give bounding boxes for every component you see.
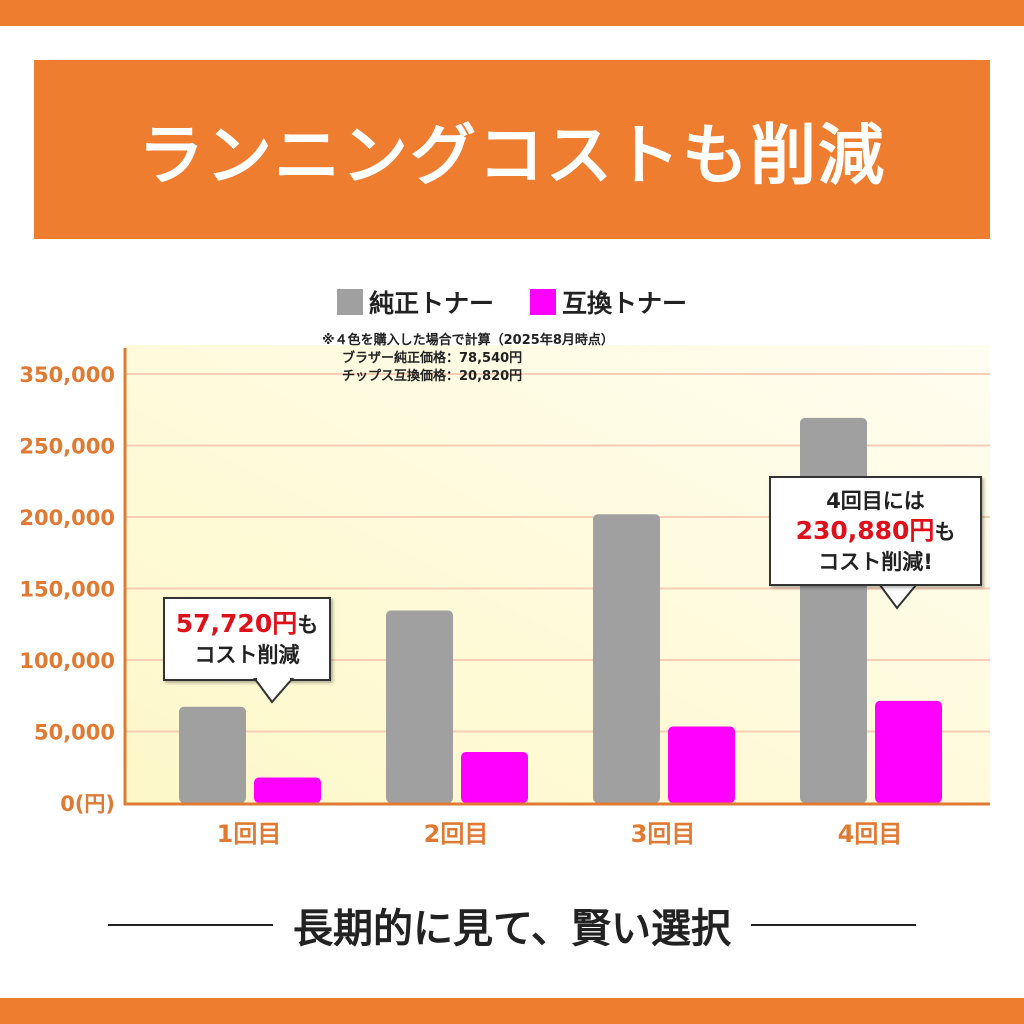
savings-amount: 57,720円 [175, 609, 298, 638]
divider [751, 924, 916, 926]
legend-item-compatible: 互換トナー [530, 284, 687, 320]
bar-genuine [179, 706, 246, 803]
callout-text: 4回目には [826, 489, 925, 513]
calculation-note: ※４色を購入した場合で計算（2025年8月時点） ブラザー純正価格：78,540円… [322, 332, 614, 386]
bar-compatible [254, 777, 321, 803]
legend-label: 互換トナー [562, 289, 688, 318]
callout-savings-1: 57,720円も コスト削減 [163, 597, 331, 681]
y-tick-label: 250,000 [19, 435, 115, 459]
footer-tagline: 長期的に見て、賢い選択 [293, 906, 731, 952]
top-stripe [0, 0, 1024, 26]
bottom-stripe [0, 998, 1024, 1024]
callout-text: コスト削減 [194, 643, 300, 667]
y-tick-label: 0(円) [60, 792, 115, 816]
legend-label: 純正トナー [368, 289, 494, 318]
x-tick-label: 4回目 [838, 820, 903, 848]
bar-compatible [461, 751, 528, 803]
legend-swatch-gray [336, 289, 363, 315]
note-line: ブラザー純正価格：78,540円 [342, 351, 523, 366]
callout-savings-4: 4回目には 230,880円も コスト削減! [769, 476, 982, 586]
note-line: ※４色を購入した場合で計算（2025年8月時点） [322, 333, 614, 348]
x-tick-label: 2回目 [424, 820, 489, 848]
y-tick-label: 350,000 [19, 363, 115, 387]
x-tick-label: 3回目 [631, 820, 696, 848]
note-line: チップス互換価格：20,820円 [342, 369, 523, 384]
bar-compatible [668, 726, 735, 803]
callout-text: も [297, 613, 319, 637]
bar-compatible [875, 700, 942, 803]
y-tick-label: 200,000 [19, 506, 115, 530]
callout-text: コスト削減! [818, 550, 933, 574]
page-title: ランニングコストも削減 [34, 60, 990, 239]
bar-genuine [593, 514, 660, 803]
y-tick-label: 150,000 [19, 578, 115, 602]
y-tick-label: 50,000 [34, 721, 115, 745]
y-tick-label: 100,000 [19, 649, 115, 673]
savings-amount: 230,880円 [795, 516, 935, 545]
footer: 長期的に見て、賢い選択 [0, 896, 1024, 954]
legend: 純正トナー 互換トナー [0, 284, 1024, 320]
bar-genuine [386, 610, 453, 803]
divider [108, 924, 273, 926]
legend-item-genuine: 純正トナー [336, 284, 494, 320]
legend-swatch-magenta [530, 289, 556, 315]
callout-text: も [934, 520, 956, 544]
x-tick-label: 1回目 [217, 820, 282, 848]
